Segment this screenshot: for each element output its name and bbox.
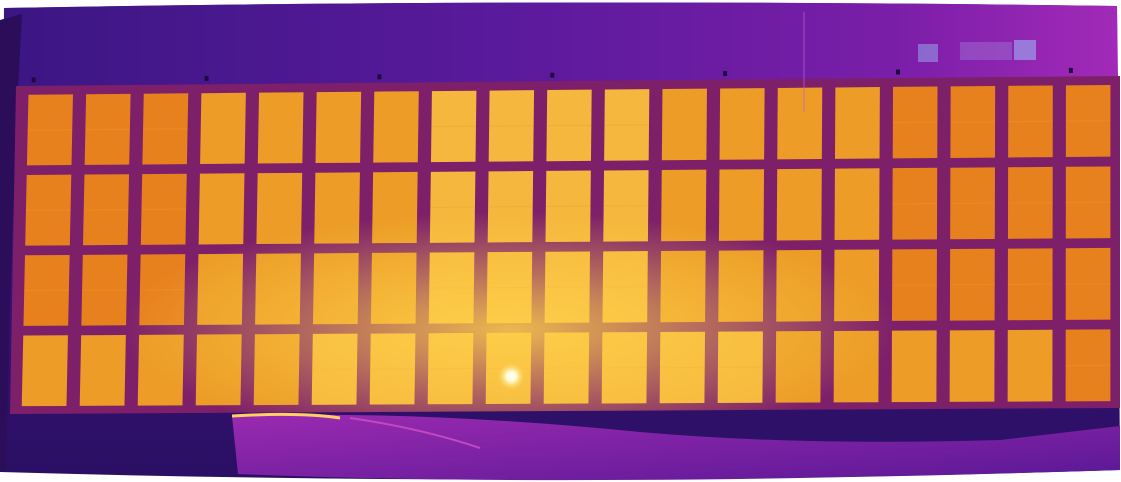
blurred-mark — [960, 42, 1012, 60]
blurred-mark — [918, 44, 938, 62]
sheet-fold — [349, 417, 481, 449]
blurred-mark — [1014, 40, 1036, 60]
rail-bolt — [1068, 67, 1073, 73]
rail-bolt — [896, 69, 901, 75]
rail-bolt — [550, 72, 555, 78]
top-rail-bolts — [31, 67, 1073, 83]
ground-sheet — [232, 414, 1120, 481]
warm-glow — [10, 76, 1120, 414]
sheet-edge-highlight — [231, 412, 341, 420]
rail-bolt — [204, 75, 209, 81]
rail-bolt — [723, 71, 728, 77]
rail-bolt — [31, 77, 36, 83]
rail-bolt — [377, 74, 382, 80]
background-upper-band — [4, 2, 1118, 89]
thermal-hotspot — [497, 362, 526, 391]
